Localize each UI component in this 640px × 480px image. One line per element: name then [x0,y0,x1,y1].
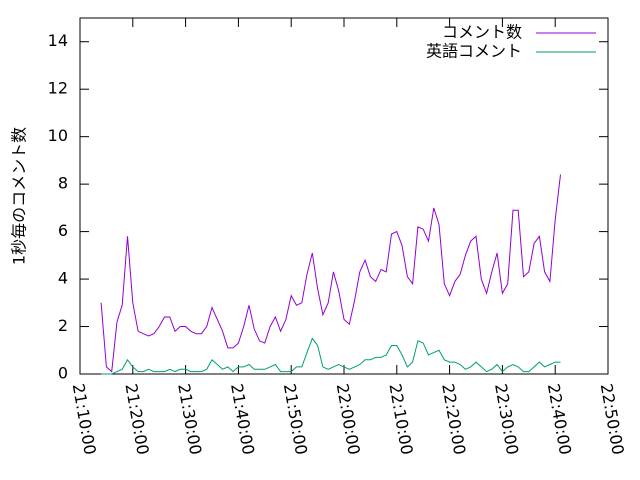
x-tick-label: 21:10:00 [69,382,100,456]
y-tick-label: 14 [48,31,68,50]
plot-area: 0 2 4 6 8 10 12 14 21:10:00 21:20:00 21:30:00 21:4… [48,17,628,456]
x-tick-label: 22:00:00 [333,382,364,456]
plot-frame [79,17,609,375]
y-axis-label: 1秒毎のコメント数 [10,127,29,265]
y-tick-label: 0 [58,364,68,383]
x-tick-label: 21:30:00 [174,382,205,456]
legend-label-0: コメント数 [442,23,522,42]
y-tick-label: 12 [48,79,68,98]
x-axis: 21:10:00 21:20:00 21:30:00 21:40:00 21:50:00… [69,18,628,456]
y-axis: 0 2 4 6 8 10 12 14 [48,31,608,383]
x-tick-label: 21:40:00 [227,382,258,456]
x-tick-label: 22:40:00 [544,382,575,456]
legend-label-1: 英語コメント [426,42,522,61]
x-tick-label: 22:30:00 [491,382,522,456]
y-tick-label: 6 [58,221,68,240]
y-tick-label: 4 [58,269,68,288]
series-line-1 [101,337,561,375]
y-tick-label: 8 [58,174,68,193]
y-tick-label: 2 [58,316,68,335]
x-tick-label: 22:20:00 [438,382,469,456]
x-tick-label: 22:10:00 [385,382,416,456]
x-tick-label: 21:50:00 [280,382,311,456]
series-group [100,174,561,375]
series-line-0 [100,174,561,373]
x-tick-label: 21:20:00 [121,382,152,456]
y-tick-label: 10 [48,126,68,145]
x-tick-label: 22:50:00 [597,382,628,456]
